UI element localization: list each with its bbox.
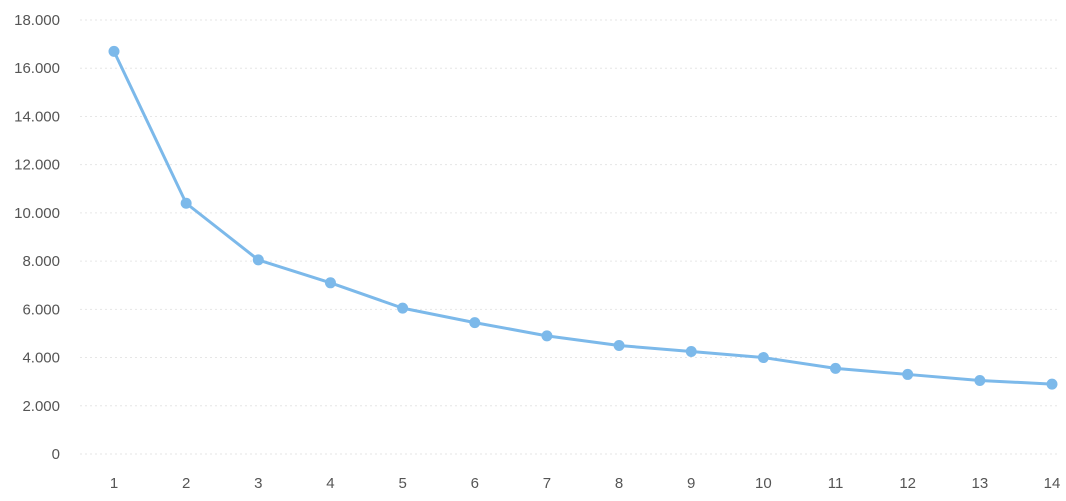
y-tick-label: 12.000 bbox=[14, 157, 60, 174]
y-tick-label: 14.000 bbox=[14, 108, 60, 125]
x-tick-label: 10 bbox=[755, 475, 772, 492]
data-point bbox=[324, 277, 336, 289]
y-tick-label: 10.000 bbox=[14, 205, 60, 222]
x-tick-label: 13 bbox=[972, 475, 989, 492]
data-point bbox=[974, 374, 986, 386]
data-point bbox=[757, 352, 769, 364]
series-layer bbox=[108, 45, 1058, 390]
data-point bbox=[613, 340, 625, 351]
x-tick-label: 14 bbox=[1044, 475, 1061, 492]
y-tick-label: 4.000 bbox=[22, 350, 60, 367]
x-tick-label: 4 bbox=[326, 475, 334, 492]
data-point bbox=[685, 346, 697, 358]
y-tick-label: 6.000 bbox=[22, 301, 60, 318]
x-tick-label: 8 bbox=[615, 475, 623, 492]
gridlines bbox=[80, 19, 1058, 455]
data-point bbox=[830, 362, 842, 374]
y-tick-label: 8.000 bbox=[22, 253, 60, 270]
data-point bbox=[397, 302, 409, 314]
x-axis-tick-labels: 1 2 3 4 5 6 7 8 9 10 11 12 13 14 bbox=[110, 475, 1061, 492]
data-point bbox=[108, 45, 120, 57]
y-axis-tick-labels: 0 2.000 4.000 6.000 8.000 10.000 12.000 14.000 1… bbox=[14, 12, 60, 463]
data-point bbox=[902, 368, 914, 380]
y-tick-label: 16.000 bbox=[14, 60, 60, 77]
x-tick-label: 5 bbox=[398, 475, 406, 492]
data-point bbox=[252, 254, 264, 266]
x-tick-label: 1 bbox=[110, 475, 118, 492]
data-point bbox=[1046, 378, 1058, 390]
x-tick-label: 2 bbox=[182, 475, 190, 492]
x-tick-label: 7 bbox=[543, 475, 551, 492]
y-tick-label: 2.000 bbox=[22, 398, 60, 415]
y-tick-label: 18.000 bbox=[14, 12, 60, 29]
data-point bbox=[541, 330, 553, 342]
data-point bbox=[469, 317, 481, 329]
y-tick-label: 0 bbox=[52, 446, 60, 463]
x-tick-label: 12 bbox=[899, 475, 916, 492]
data-point bbox=[180, 197, 192, 209]
x-tick-label: 6 bbox=[471, 475, 479, 492]
x-tick-label: 11 bbox=[828, 475, 844, 492]
x-tick-label: 3 bbox=[254, 475, 262, 492]
x-tick-label: 9 bbox=[687, 475, 695, 492]
series-line bbox=[112, 50, 1053, 386]
